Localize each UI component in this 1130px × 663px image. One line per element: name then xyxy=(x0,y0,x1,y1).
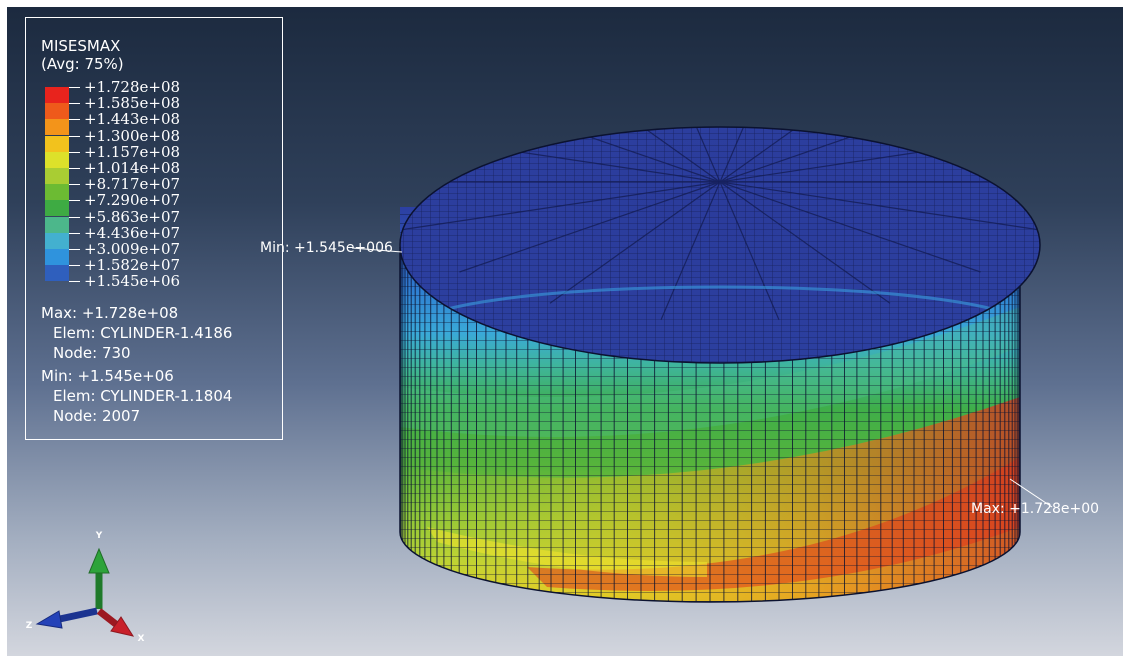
coordinate-triad[interactable]: Y Z X xyxy=(7,507,177,656)
legend-max-elem: Elem: CYLINDER-1.4186 xyxy=(53,324,233,342)
legend-tick xyxy=(69,281,80,283)
x-axis-label: X xyxy=(138,634,145,644)
legend-tick xyxy=(69,200,80,202)
legend-value: +1.443e+08 xyxy=(84,110,181,129)
legend-tick xyxy=(69,216,80,218)
legend-min-node: Node: 2007 xyxy=(53,407,141,425)
legend-value: +1.728e+08 xyxy=(84,78,181,96)
legend-swatch xyxy=(45,216,69,233)
legend-value: +1.582e+07 xyxy=(84,256,181,275)
legend-tick xyxy=(69,184,80,186)
legend-value: +1.157e+08 xyxy=(84,142,181,161)
legend-title: MISESMAX xyxy=(41,37,121,55)
legend-swatch xyxy=(45,200,69,217)
legend-value: +3.009e+07 xyxy=(84,240,181,258)
legend-min-elem: Elem: CYLINDER-1.1804 xyxy=(53,387,233,405)
legend-tick xyxy=(69,103,80,105)
legend-value: +8.717e+07 xyxy=(84,175,181,194)
legend-swatch xyxy=(45,151,69,168)
legend-tick xyxy=(69,119,80,121)
legend-value: +1.014e+08 xyxy=(84,159,181,177)
model-viewport[interactable]: MISESMAX (Avg: 75%) +1.728e+08 +1.585e+08… xyxy=(7,7,1123,656)
legend-value: +1.300e+08 xyxy=(84,126,181,145)
legend-tick xyxy=(69,249,80,250)
min-callout: Min: +1.545e+006 xyxy=(260,240,393,256)
legend-tick xyxy=(69,151,80,153)
z-axis-label: Z xyxy=(26,621,33,631)
legend-value: +1.585e+08 xyxy=(84,94,181,113)
cylinder-tank-model[interactable] xyxy=(7,7,1123,656)
legend-swatch xyxy=(45,103,69,120)
z-axis-arrow xyxy=(35,607,98,629)
legend-swatch xyxy=(45,168,69,184)
legend-max-value: Max: +1.728e+08 xyxy=(41,304,179,322)
legend-tick xyxy=(69,87,80,88)
legend-tick xyxy=(69,265,80,267)
legend-swatch xyxy=(45,232,69,249)
y-axis-label: Y xyxy=(95,531,103,541)
legend-swatch xyxy=(45,87,69,103)
legend-value: +5.863e+07 xyxy=(84,207,181,226)
legend-value: +7.290e+07 xyxy=(84,191,181,210)
legend-swatch xyxy=(45,135,69,152)
legend-max-node: Node: 730 xyxy=(53,344,131,362)
legend-averaging: (Avg: 75%) xyxy=(41,55,124,73)
legend-tick xyxy=(69,168,80,169)
legend-tick xyxy=(69,232,80,234)
legend-swatch xyxy=(45,249,69,265)
legend-swatch xyxy=(45,119,69,136)
legend-swatch xyxy=(45,184,69,201)
legend-swatch xyxy=(45,265,69,282)
legend-value: +4.436e+07 xyxy=(84,223,181,242)
y-axis-arrow xyxy=(88,547,110,609)
legend-min-value: Min: +1.545e+06 xyxy=(41,367,174,385)
contour-legend: MISESMAX (Avg: 75%) +1.728e+08 +1.585e+08… xyxy=(25,17,283,440)
legend-value: +1.545e+06 xyxy=(84,272,181,291)
x-axis-arrow xyxy=(96,608,135,637)
legend-tick xyxy=(69,135,80,137)
max-callout: Max: +1.728e+00 xyxy=(971,501,1100,517)
